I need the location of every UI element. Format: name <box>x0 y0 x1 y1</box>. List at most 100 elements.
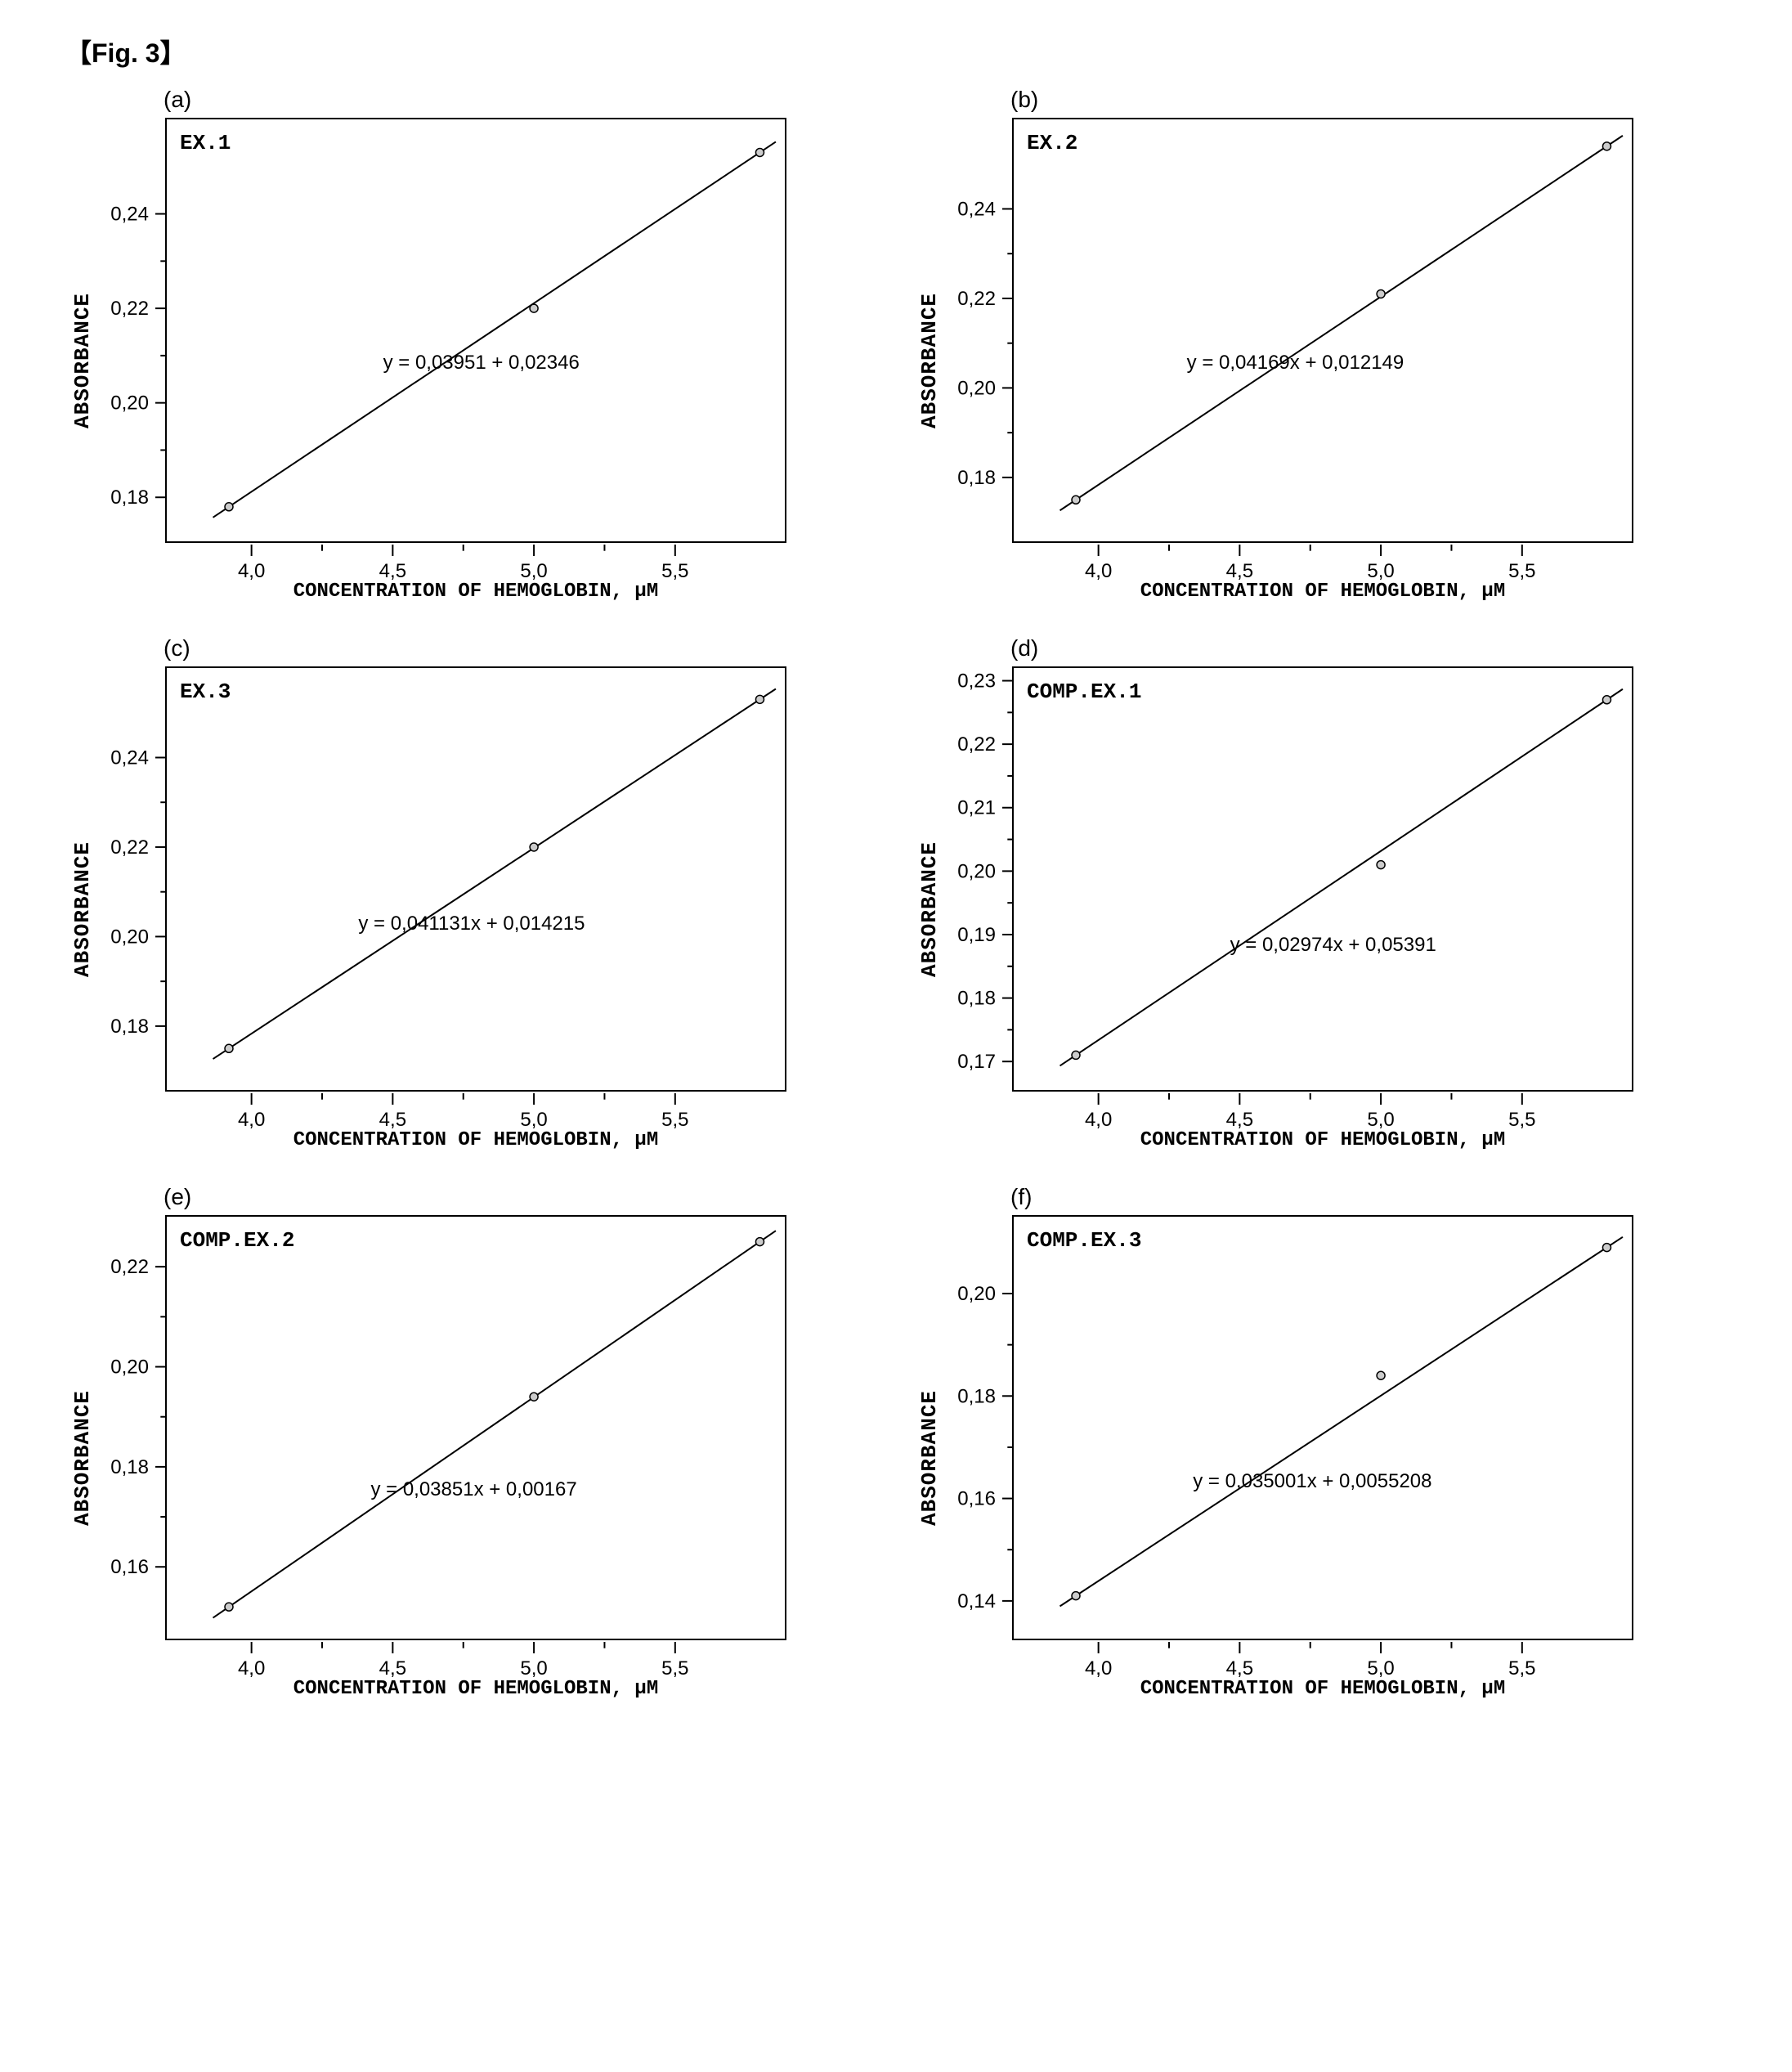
panel-2: (c) ABSORBANCE EX.3 y = 0,041131x + 0,01… <box>65 635 880 1151</box>
panel-0: (a) ABSORBANCE EX.1 y = 0,03951 + 0,0234… <box>65 87 880 603</box>
svg-text:0,22: 0,22 <box>110 1256 149 1278</box>
series-label: EX.1 <box>180 131 231 155</box>
panel-4: (e) ABSORBANCE COMP.EX.2 y = 0,03851x + … <box>65 1184 880 1700</box>
svg-text:0,22: 0,22 <box>957 288 996 310</box>
svg-text:0,22: 0,22 <box>957 733 996 756</box>
chart-svg: 0,140,160,180,204,04,55,05,5 <box>1014 1217 1635 1642</box>
svg-text:4,0: 4,0 <box>1085 1109 1112 1131</box>
svg-text:0,17: 0,17 <box>957 1051 996 1073</box>
panel-letter: (a) <box>164 87 880 113</box>
plot-area: COMP.EX.2 y = 0,03851x + 0,00167 0,160,1… <box>165 1215 786 1640</box>
svg-text:5,5: 5,5 <box>1508 1109 1535 1131</box>
x-axis-label: CONCENTRATION OF HEMOGLOBIN, µM <box>165 1678 786 1700</box>
svg-text:4,0: 4,0 <box>238 560 265 582</box>
y-axis-label: ABSORBANCE <box>65 118 95 603</box>
plot-area: COMP.EX.3 y = 0,035001x + 0,0055208 0,14… <box>1012 1215 1633 1640</box>
x-axis-label: CONCENTRATION OF HEMOGLOBIN, µM <box>1012 1129 1633 1151</box>
series-label: EX.2 <box>1027 131 1077 155</box>
svg-text:4,0: 4,0 <box>238 1657 265 1680</box>
svg-text:0,16: 0,16 <box>110 1556 149 1578</box>
svg-text:0,20: 0,20 <box>110 392 149 415</box>
svg-text:0,20: 0,20 <box>110 926 149 948</box>
svg-text:5,0: 5,0 <box>520 560 547 582</box>
chart-svg: 0,180,200,220,244,04,55,05,5 <box>167 119 788 545</box>
svg-text:4,5: 4,5 <box>379 1657 406 1680</box>
svg-text:0,18: 0,18 <box>957 467 996 489</box>
plot-area: EX.2 y = 0,04169x + 0,012149 0,180,200,2… <box>1012 118 1633 543</box>
svg-text:0,24: 0,24 <box>957 198 996 220</box>
series-label: COMP.EX.2 <box>180 1228 294 1253</box>
equation-text: y = 0,03851x + 0,00167 <box>370 1478 576 1501</box>
svg-text:4,0: 4,0 <box>1085 1657 1112 1680</box>
panel-letter: (e) <box>164 1184 880 1210</box>
panel-grid: (a) ABSORBANCE EX.1 y = 0,03951 + 0,0234… <box>65 87 1727 1700</box>
plot-area: EX.3 y = 0,041131x + 0,014215 0,180,200,… <box>165 666 786 1092</box>
svg-text:4,5: 4,5 <box>379 1109 406 1131</box>
panel-letter: (b) <box>1010 87 1727 113</box>
svg-text:0,22: 0,22 <box>110 298 149 320</box>
svg-text:0,21: 0,21 <box>957 797 996 819</box>
svg-text:5,5: 5,5 <box>661 1657 688 1680</box>
plot-area: EX.1 y = 0,03951 + 0,02346 0,180,200,220… <box>165 118 786 543</box>
equation-text: y = 0,035001x + 0,0055208 <box>1193 1470 1431 1493</box>
x-axis-label: CONCENTRATION OF HEMOGLOBIN, µM <box>1012 1678 1633 1700</box>
equation-text: y = 0,02974x + 0,05391 <box>1230 934 1436 957</box>
svg-text:4,0: 4,0 <box>238 1109 265 1131</box>
svg-text:0,20: 0,20 <box>957 1283 996 1305</box>
y-axis-label: ABSORBANCE <box>912 666 942 1151</box>
svg-text:5,0: 5,0 <box>520 1109 547 1131</box>
plot-area: COMP.EX.1 y = 0,02974x + 0,05391 0,170,1… <box>1012 666 1633 1092</box>
svg-text:0,18: 0,18 <box>957 1385 996 1407</box>
svg-text:0,18: 0,18 <box>110 1456 149 1478</box>
panel-5: (f) ABSORBANCE COMP.EX.3 y = 0,035001x +… <box>912 1184 1727 1700</box>
svg-text:0,18: 0,18 <box>957 988 996 1010</box>
svg-text:0,18: 0,18 <box>110 1016 149 1038</box>
panel-1: (b) ABSORBANCE EX.2 y = 0,04169x + 0,012… <box>912 87 1727 603</box>
equation-text: y = 0,03951 + 0,02346 <box>383 352 580 374</box>
series-label: EX.3 <box>180 679 231 704</box>
svg-text:5,5: 5,5 <box>661 1109 688 1131</box>
chart-svg: 0,180,200,220,244,04,55,05,5 <box>1014 119 1635 545</box>
panel-letter: (c) <box>164 635 880 662</box>
svg-text:0,20: 0,20 <box>957 860 996 882</box>
x-axis-label: CONCENTRATION OF HEMOGLOBIN, µM <box>165 1129 786 1151</box>
svg-text:0,22: 0,22 <box>110 836 149 859</box>
y-axis-label: ABSORBANCE <box>65 1215 95 1700</box>
panel-letter: (d) <box>1010 635 1727 662</box>
svg-text:5,5: 5,5 <box>1508 1657 1535 1680</box>
y-axis-label: ABSORBANCE <box>912 1215 942 1700</box>
svg-text:0,19: 0,19 <box>957 924 996 946</box>
svg-text:5,5: 5,5 <box>661 560 688 582</box>
chart-svg: 0,160,180,200,224,04,55,05,5 <box>167 1217 788 1642</box>
panel-3: (d) ABSORBANCE COMP.EX.1 y = 0,02974x + … <box>912 635 1727 1151</box>
svg-text:5,0: 5,0 <box>1367 1657 1394 1680</box>
svg-text:0,24: 0,24 <box>110 747 149 769</box>
y-axis-label: ABSORBANCE <box>912 118 942 603</box>
svg-text:0,20: 0,20 <box>110 1357 149 1379</box>
svg-text:5,0: 5,0 <box>520 1657 547 1680</box>
panel-letter: (f) <box>1010 1184 1727 1210</box>
svg-text:0,20: 0,20 <box>957 377 996 399</box>
series-label: COMP.EX.3 <box>1027 1228 1141 1253</box>
x-axis-label: CONCENTRATION OF HEMOGLOBIN, µM <box>1012 581 1633 603</box>
y-axis-label: ABSORBANCE <box>65 666 95 1151</box>
svg-text:4,5: 4,5 <box>1226 1109 1253 1131</box>
equation-text: y = 0,04169x + 0,012149 <box>1187 352 1404 374</box>
svg-text:5,0: 5,0 <box>1367 560 1394 582</box>
chart-svg: 0,180,200,220,244,04,55,05,5 <box>167 668 788 1093</box>
svg-text:0,18: 0,18 <box>110 487 149 509</box>
svg-text:0,24: 0,24 <box>110 204 149 226</box>
svg-text:5,5: 5,5 <box>1508 560 1535 582</box>
figure-title: 【Fig. 3】 <box>65 33 1727 70</box>
svg-text:4,5: 4,5 <box>379 560 406 582</box>
svg-text:0,23: 0,23 <box>957 670 996 693</box>
svg-text:4,0: 4,0 <box>1085 560 1112 582</box>
chart-svg: 0,170,180,190,200,210,220,234,04,55,05,5 <box>1014 668 1635 1093</box>
x-axis-label: CONCENTRATION OF HEMOGLOBIN, µM <box>165 581 786 603</box>
svg-text:0,14: 0,14 <box>957 1590 996 1612</box>
svg-text:5,0: 5,0 <box>1367 1109 1394 1131</box>
series-label: COMP.EX.1 <box>1027 679 1141 704</box>
equation-text: y = 0,041131x + 0,014215 <box>358 913 585 935</box>
svg-text:0,16: 0,16 <box>957 1488 996 1510</box>
svg-text:4,5: 4,5 <box>1226 1657 1253 1680</box>
